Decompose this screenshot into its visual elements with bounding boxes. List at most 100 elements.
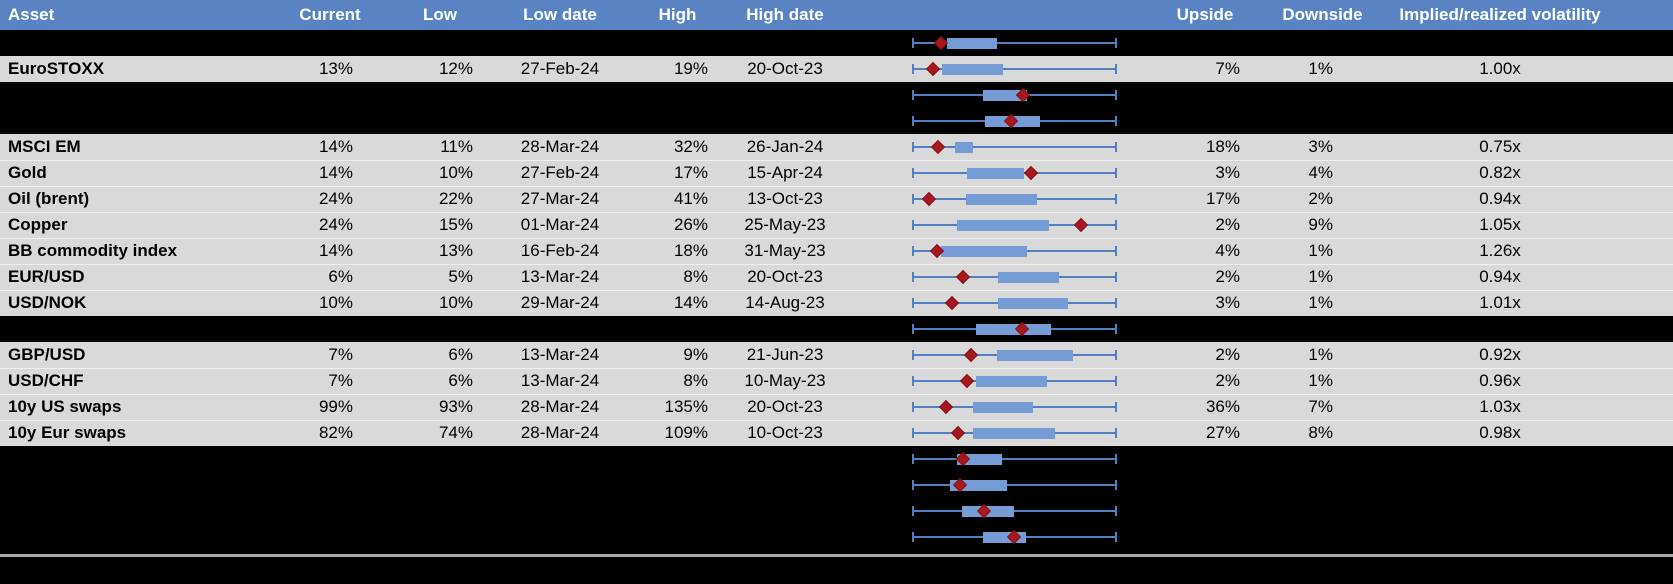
upside-cell[interactable]: 27% xyxy=(1205,423,1240,442)
high-cell[interactable]: 19% xyxy=(673,59,708,78)
implied-realized-cell[interactable]: 0.98x xyxy=(1479,423,1521,442)
asset-cell[interactable]: 10y US swaps xyxy=(8,397,122,416)
low-cell[interactable]: 22% xyxy=(438,189,473,208)
low-date-cell[interactable]: 13-Mar-24 xyxy=(520,371,600,390)
low-cell[interactable]: 93% xyxy=(438,397,473,416)
downside-cell[interactable]: 1% xyxy=(1308,267,1333,286)
downside-cell[interactable]: 3% xyxy=(1308,137,1333,156)
downside-cell[interactable]: 7% xyxy=(1308,397,1333,416)
high-cell[interactable]: 26% xyxy=(673,215,708,234)
implied-realized-cell[interactable]: 0.75x xyxy=(1479,137,1521,156)
downside-cell[interactable]: 1% xyxy=(1308,371,1333,390)
downside-cell[interactable]: 1% xyxy=(1308,345,1333,364)
asset-cell[interactable]: USD/CHF xyxy=(8,371,84,390)
high-cell[interactable]: 135% xyxy=(664,397,708,416)
downside-cell[interactable]: 2% xyxy=(1308,189,1333,208)
low-date-cell[interactable]: 13-Mar-24 xyxy=(520,267,600,286)
header-implied-realized-volatility[interactable]: Implied/realized volatility xyxy=(1399,5,1601,24)
upside-cell[interactable]: 4% xyxy=(1215,241,1240,260)
implied-realized-cell[interactable]: 1.03x xyxy=(1479,397,1521,416)
high-cell[interactable]: 8% xyxy=(683,371,708,390)
current-cell[interactable]: 6% xyxy=(328,267,353,286)
high-date-cell[interactable]: 26-Jan-24 xyxy=(746,137,824,156)
current-cell[interactable]: 7% xyxy=(328,371,353,390)
high-date-cell[interactable]: 10-May-23 xyxy=(744,371,826,390)
asset-cell[interactable]: Copper xyxy=(8,215,68,234)
implied-realized-cell[interactable]: 0.96x xyxy=(1479,371,1521,390)
low-date-cell[interactable]: 29-Mar-24 xyxy=(520,293,600,312)
implied-realized-cell[interactable]: 1.05x xyxy=(1479,215,1521,234)
asset-cell[interactable]: 10y Eur swaps xyxy=(8,423,127,442)
low-date-cell[interactable]: 28-Mar-24 xyxy=(520,423,600,442)
current-cell[interactable]: 99% xyxy=(318,397,353,416)
implied-realized-cell[interactable]: 0.94x xyxy=(1479,189,1521,208)
low-date-cell[interactable]: 28-Mar-24 xyxy=(520,397,600,416)
current-cell[interactable]: 24% xyxy=(318,189,353,208)
low-date-cell[interactable]: 27-Feb-24 xyxy=(520,163,600,182)
high-cell[interactable]: 109% xyxy=(664,423,708,442)
asset-cell[interactable]: EuroSTOXX xyxy=(8,59,105,78)
high-cell[interactable]: 8% xyxy=(683,267,708,286)
low-cell[interactable]: 13% xyxy=(438,241,473,260)
low-cell[interactable]: 11% xyxy=(440,137,473,156)
high-cell[interactable]: 9% xyxy=(683,345,708,364)
implied-realized-cell[interactable]: 0.94x xyxy=(1479,267,1521,286)
implied-realized-cell[interactable]: 1.01x xyxy=(1479,293,1521,312)
low-date-cell[interactable]: 13-Mar-24 xyxy=(520,345,600,364)
header-downside[interactable]: Downside xyxy=(1282,5,1363,24)
low-date-cell[interactable]: 28-Mar-24 xyxy=(520,137,600,156)
low-cell[interactable]: 74% xyxy=(438,423,473,442)
high-date-cell[interactable]: 14-Aug-23 xyxy=(745,293,825,312)
upside-cell[interactable]: 2% xyxy=(1215,215,1240,234)
asset-cell[interactable]: MSCI EM xyxy=(8,137,81,156)
upside-cell[interactable]: 36% xyxy=(1205,397,1240,416)
high-date-cell[interactable]: 25-May-23 xyxy=(744,215,826,234)
low-cell[interactable]: 6% xyxy=(448,371,473,390)
asset-cell[interactable]: GBP/USD xyxy=(8,345,86,364)
low-date-cell[interactable]: 01-Mar-24 xyxy=(520,215,600,234)
upside-cell[interactable]: 2% xyxy=(1215,345,1240,364)
high-cell[interactable]: 32% xyxy=(673,137,708,156)
high-cell[interactable]: 14% xyxy=(673,293,708,312)
header-high[interactable]: High xyxy=(658,5,697,24)
downside-cell[interactable]: 1% xyxy=(1308,59,1333,78)
downside-cell[interactable]: 1% xyxy=(1308,241,1333,260)
high-cell[interactable]: 41% xyxy=(673,189,708,208)
header-asset[interactable]: Asset xyxy=(8,5,55,24)
upside-cell[interactable]: 3% xyxy=(1215,163,1240,182)
current-cell[interactable]: 24% xyxy=(318,215,353,234)
upside-cell[interactable]: 2% xyxy=(1215,371,1240,390)
downside-cell[interactable]: 9% xyxy=(1308,215,1333,234)
implied-realized-cell[interactable]: 0.92x xyxy=(1479,345,1521,364)
header-high-date[interactable]: High date xyxy=(746,5,824,24)
high-date-cell[interactable]: 13-Oct-23 xyxy=(747,189,823,208)
low-date-cell[interactable]: 16-Feb-24 xyxy=(520,241,600,260)
low-cell[interactable]: 5% xyxy=(448,267,473,286)
current-cell[interactable]: 82% xyxy=(318,423,353,442)
low-date-cell[interactable]: 27-Feb-24 xyxy=(520,59,600,78)
upside-cell[interactable]: 18% xyxy=(1205,137,1240,156)
high-date-cell[interactable]: 31-May-23 xyxy=(744,241,826,260)
current-cell[interactable]: 10% xyxy=(318,293,353,312)
downside-cell[interactable]: 1% xyxy=(1308,293,1333,312)
downside-cell[interactable]: 4% xyxy=(1308,163,1333,182)
low-date-cell[interactable]: 27-Mar-24 xyxy=(520,189,600,208)
asset-cell[interactable]: BB commodity index xyxy=(8,241,178,260)
high-date-cell[interactable]: 20-Oct-23 xyxy=(747,397,823,416)
upside-cell[interactable]: 7% xyxy=(1215,59,1240,78)
low-cell[interactable]: 10% xyxy=(438,293,473,312)
header-low-date[interactable]: Low date xyxy=(523,5,597,24)
current-cell[interactable]: 14% xyxy=(318,163,353,182)
low-cell[interactable]: 6% xyxy=(448,345,473,364)
downside-cell[interactable]: 8% xyxy=(1308,423,1333,442)
implied-realized-cell[interactable]: 0.82x xyxy=(1479,163,1521,182)
high-date-cell[interactable]: 20-Oct-23 xyxy=(747,59,823,78)
header-current[interactable]: Current xyxy=(299,5,361,24)
low-cell[interactable]: 10% xyxy=(438,163,473,182)
asset-cell[interactable]: Gold xyxy=(8,163,47,182)
upside-cell[interactable]: 3% xyxy=(1215,293,1240,312)
asset-cell[interactable]: USD/NOK xyxy=(8,293,87,312)
current-cell[interactable]: 14% xyxy=(318,241,353,260)
high-date-cell[interactable]: 10-Oct-23 xyxy=(747,423,823,442)
high-cell[interactable]: 18% xyxy=(673,241,708,260)
